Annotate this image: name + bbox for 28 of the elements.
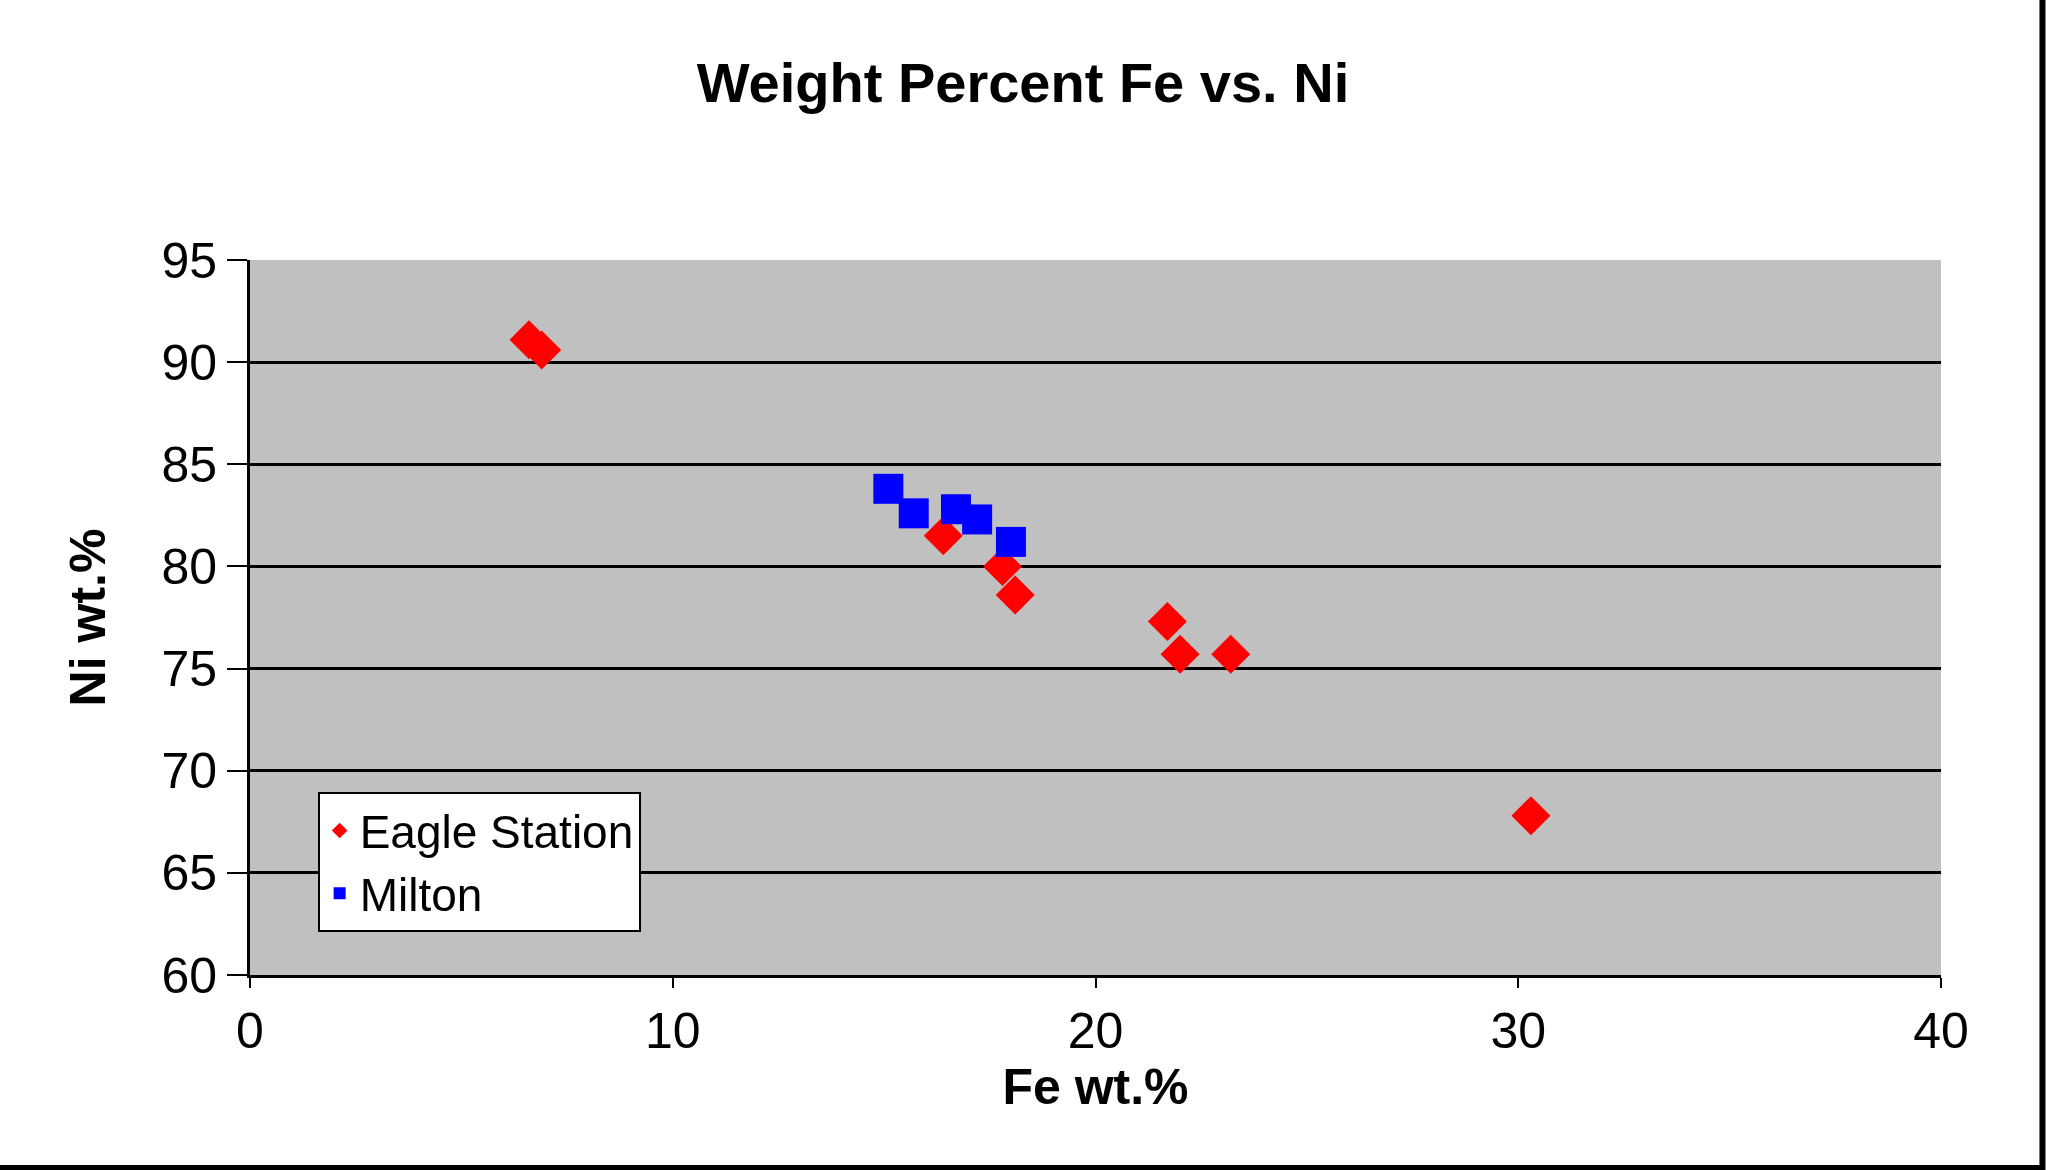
y-tick-label: 90: [161, 334, 217, 391]
y-tick-label: 95: [161, 232, 217, 289]
point: [995, 575, 1035, 615]
x-tick-label: 40: [1913, 1003, 1969, 1059]
x-axis-title: Fe wt.%: [1002, 1059, 1189, 1115]
x-tick-label: 30: [1490, 1003, 1547, 1059]
legend-label: Milton: [359, 869, 483, 922]
point: [1147, 602, 1187, 642]
point: [1211, 634, 1251, 674]
point: [1511, 796, 1551, 836]
point: [962, 504, 993, 535]
x-tick-label: 20: [1067, 1003, 1124, 1059]
y-tick-label: 75: [161, 641, 217, 698]
x-tick-label: 10: [644, 1003, 701, 1059]
point: [995, 526, 1026, 557]
x-tick-label: 0: [236, 1003, 264, 1059]
y-tick-label: 80: [161, 538, 217, 595]
point: [873, 473, 904, 504]
y-axis-title: Ni wt.%: [60, 528, 117, 707]
chart-title: Weight Percent Fe vs. Ni: [696, 50, 1350, 114]
legend-label: Eagle Station: [359, 806, 634, 859]
point: [898, 498, 929, 529]
y-tick-label: 65: [161, 845, 217, 902]
y-tick-label: 70: [161, 743, 217, 800]
point: [1160, 634, 1200, 674]
y-tick-label: 85: [161, 436, 217, 493]
y-tick-label: 60: [161, 947, 217, 1004]
point: [923, 516, 963, 556]
